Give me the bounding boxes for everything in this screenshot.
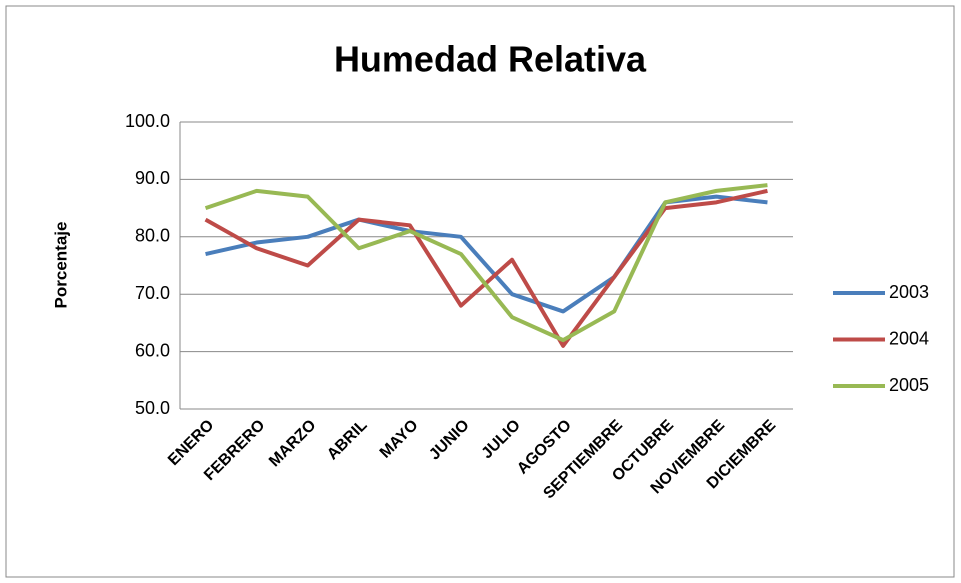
legend-label: 2005 <box>889 375 929 395</box>
chart-title: Humedad Relativa <box>334 39 647 80</box>
y-tick-label: 100.0 <box>125 111 170 131</box>
y-tick-label: 90.0 <box>135 168 170 188</box>
legend-label: 2004 <box>889 328 929 348</box>
y-tick-label: 50.0 <box>135 398 170 418</box>
chart-border <box>5 5 955 578</box>
legend-label: 2003 <box>889 282 929 302</box>
y-tick-label: 70.0 <box>135 283 170 303</box>
y-tick-label: 80.0 <box>135 226 170 246</box>
series-line <box>204 183 768 343</box>
y-tick-label: 60.0 <box>135 340 170 360</box>
y-axis-label: Porcentaje <box>51 222 70 309</box>
